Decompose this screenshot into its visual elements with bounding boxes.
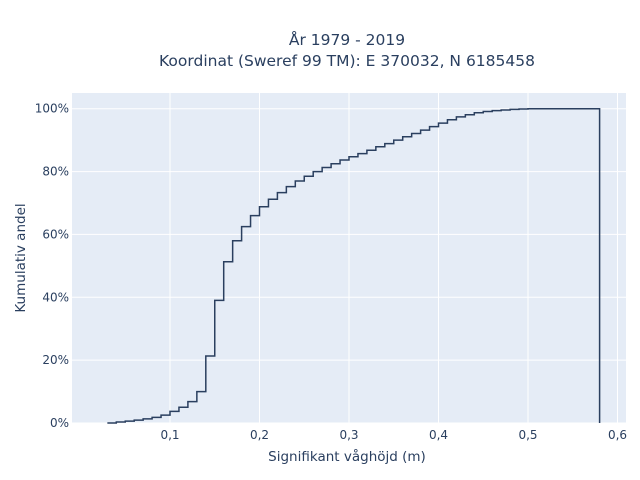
y-tick-label: 20%	[42, 353, 69, 367]
x-tick-label: 0,2	[250, 428, 269, 442]
x-tick-label: 0,6	[608, 428, 627, 442]
y-axis-label: Kumulativ andel	[13, 203, 29, 312]
x-tick-label: 0,3	[339, 428, 358, 442]
y-tick-label: 60%	[42, 227, 69, 241]
x-tick-label: 0,5	[518, 428, 537, 442]
x-axis-ticks: 0,1 0,2 0,3 0,4 0,5 0,6	[160, 428, 627, 442]
x-axis-label: Signifikant våghöjd (m)	[268, 448, 426, 465]
x-tick-label: 0,1	[160, 428, 179, 442]
y-tick-label: 100%	[35, 102, 69, 116]
gridlines	[72, 93, 626, 424]
y-tick-label: 0%	[50, 416, 69, 430]
y-tick-label: 80%	[42, 165, 69, 179]
y-tick-label: 40%	[42, 290, 69, 304]
series-line	[107, 107, 601, 424]
x-tick-label: 0,4	[429, 428, 448, 442]
chart-title: År 1979 - 2019	[289, 30, 405, 49]
chart-subtitle: Koordinat (Sweref 99 TM): E 370032, N 61…	[159, 52, 535, 70]
y-axis-ticks: 0% 20% 40% 60% 80% 100%	[35, 102, 69, 430]
